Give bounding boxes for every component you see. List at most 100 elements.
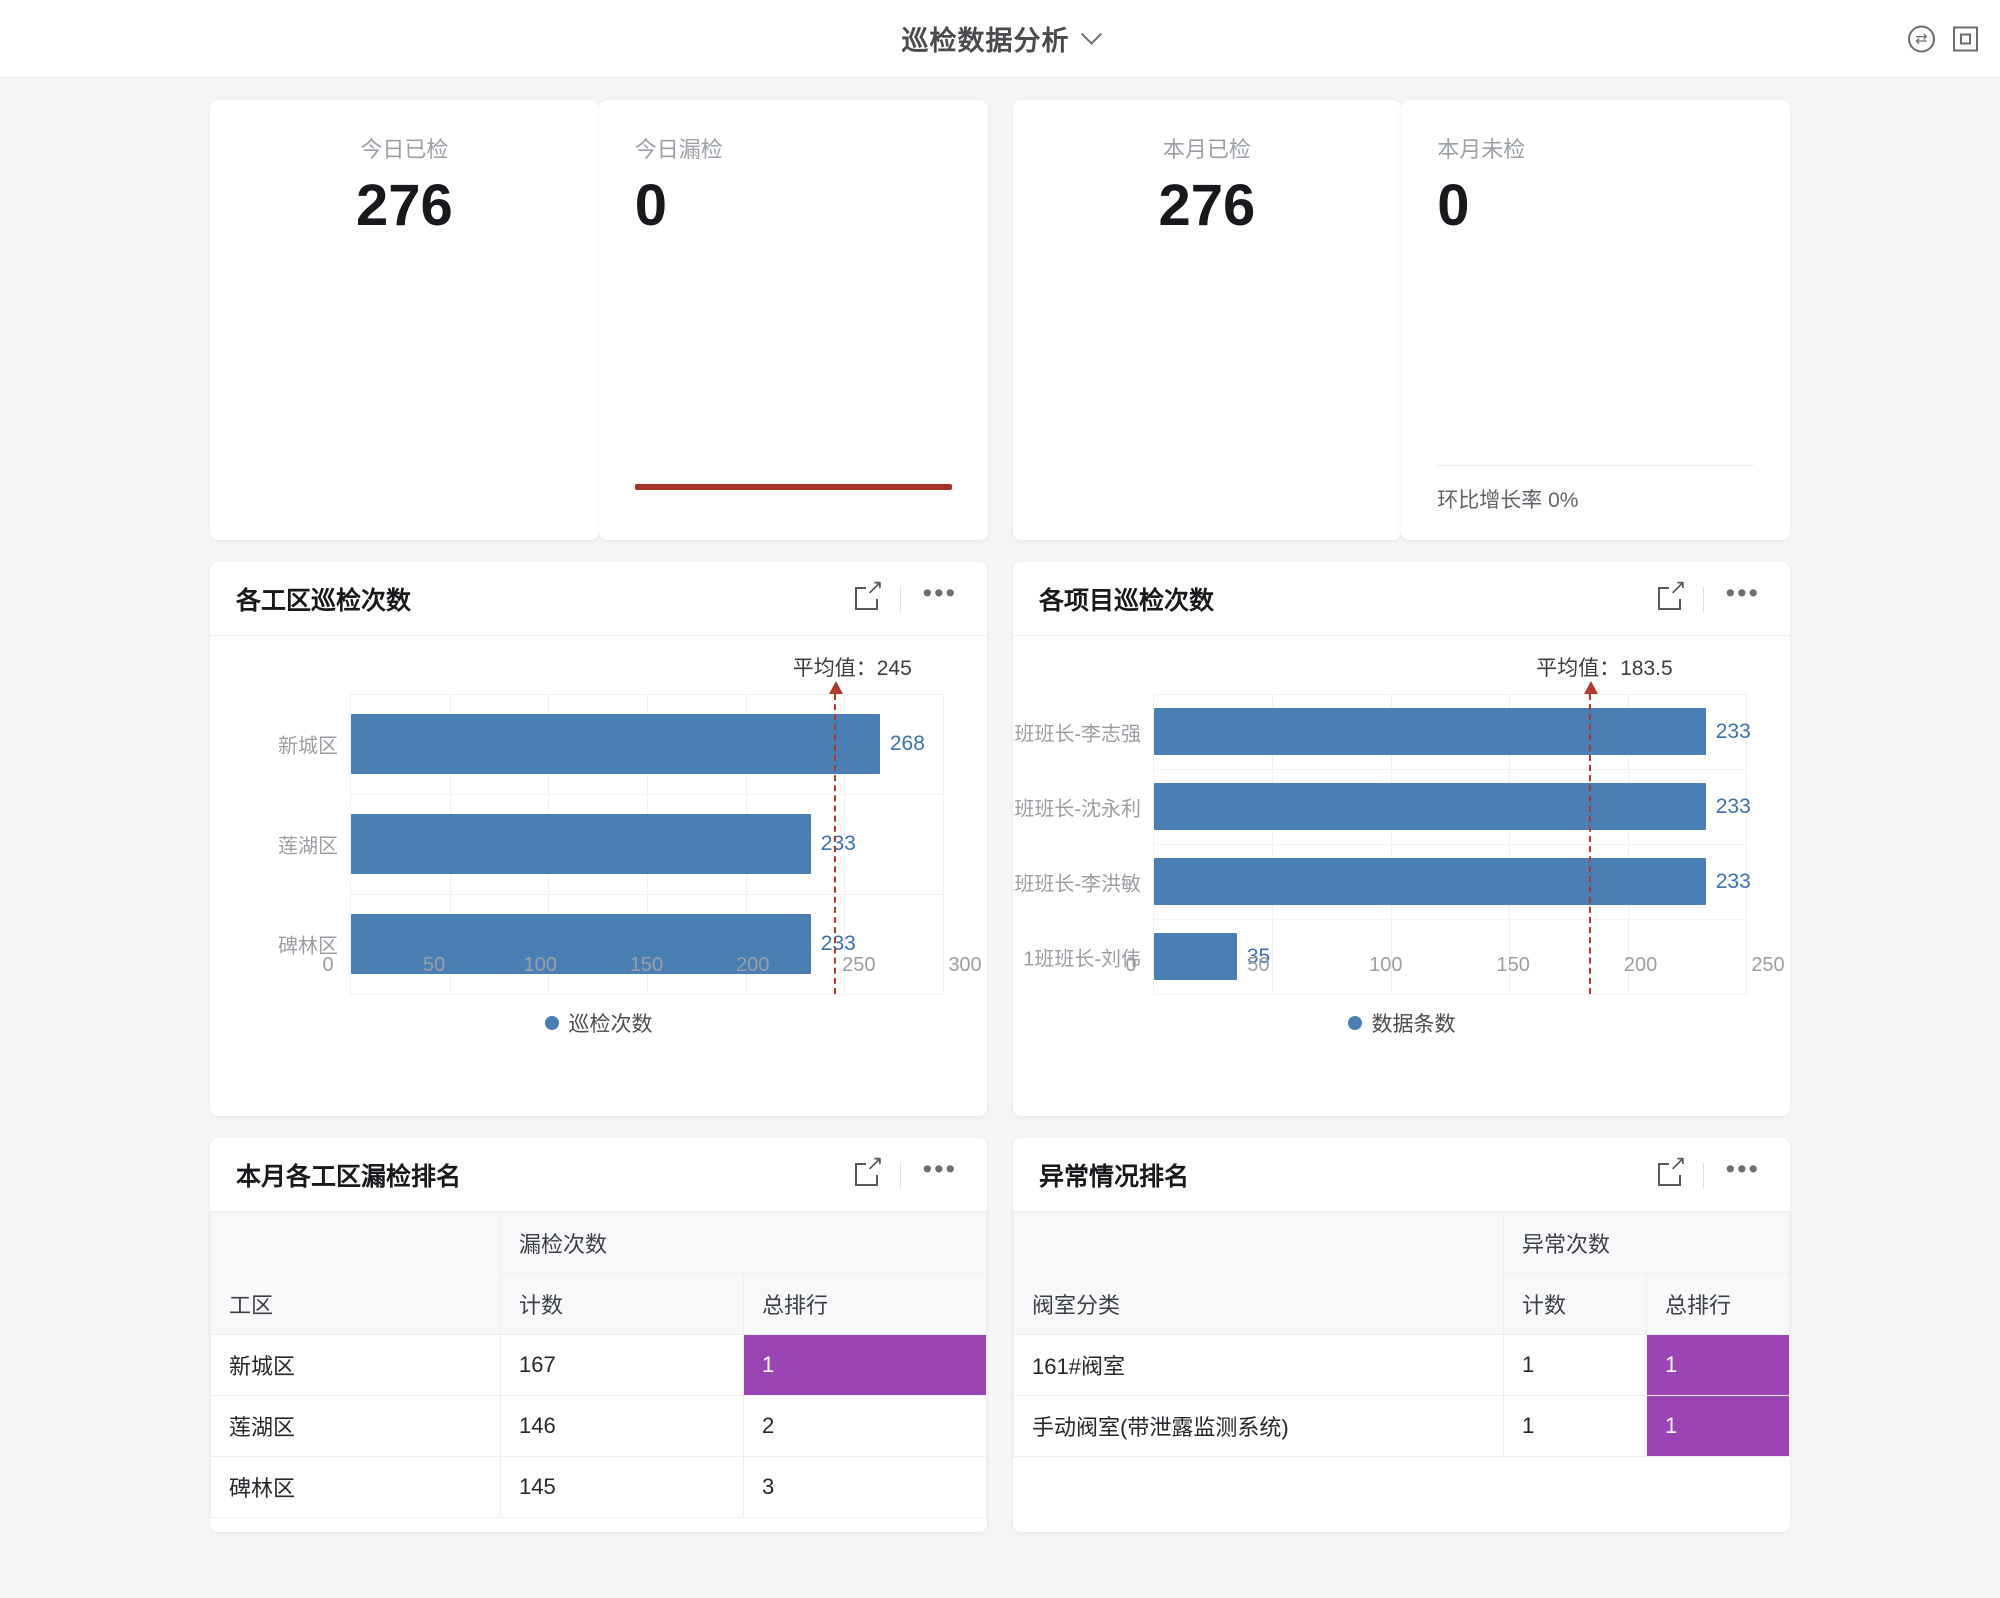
table-scroll-area[interactable]: 阀室分类 异常次数 计数 总排行 161#阀室 1 1 手动阀室(带泄露监测系统) 1 1 [1013,1212,1790,1532]
chart-workzone[interactable]: 平均值：245 268 233 233 新城区 莲湖区 碑林区 0 50 100 150 200 250… [210,636,987,1116]
panel-gap [987,1138,1013,1532]
chart-bar[interactable] [351,814,811,874]
col-header-count[interactable]: 计数 [1503,1273,1647,1335]
panel-abnormal-table: 异常情况排名 ••• 阀室分类 异常次数 计数 [1013,1138,1790,1532]
col-group-header-abnormal-count[interactable]: 异常次数 [1503,1212,1790,1274]
chart-average-line [1583,681,1598,994]
external-link-icon[interactable] [1657,1153,1687,1186]
grid-line-h [351,894,943,895]
square-stop-icon[interactable] [1953,26,1978,51]
dashboard-body: 今日已检 276 今日漏检 0 本月已检 276 本月未检 0 环比增长率 0% [0,78,2000,1532]
grid-line [943,694,944,994]
chart-average-label: 平均值：245 [792,657,912,680]
table-filler-row [1013,1456,1790,1519]
kpi-card-today-missed[interactable]: 今日漏检 0 [598,100,988,540]
panel-title: 各工区巡检次数 [236,586,412,615]
chart-category-label: 1班班长-李洪敏 [1013,873,1141,895]
more-dots-icon[interactable]: ••• [1725,577,1760,608]
filler-cell [1013,1456,1790,1519]
kpi-label: 今日漏检 [634,137,723,162]
col-header-count[interactable]: 计数 [500,1273,744,1335]
divider [899,585,901,612]
external-link-icon[interactable] [1657,577,1687,610]
chart-average-arrow-icon [829,681,844,694]
external-link-icon[interactable] [854,577,884,610]
chart-category-axis: 新城区 莲湖区 碑林区 [232,694,350,994]
divider [899,1161,901,1188]
cell-name: 莲湖区 [210,1395,501,1457]
panel-header: 异常情况排名 ••• [1013,1138,1790,1212]
chart-legend[interactable]: 巡检次数 [210,1008,987,1038]
divider [1702,1161,1704,1188]
table-body: 新城区 167 1 莲湖区 146 2 碑林区 145 3 [210,1334,987,1532]
chart-x-tick: 150 [1496,954,1530,976]
grid-line-h [1154,919,1746,920]
panel-gap [987,562,1013,1116]
chart-bar[interactable] [1154,933,1237,980]
chart-bar[interactable] [351,714,880,774]
chart-average-arrow-icon [1583,681,1598,694]
divider [1702,585,1704,612]
cell-name: 手动阀室(带泄露监测系统) [1013,1395,1504,1457]
chevron-down-icon[interactable] [1080,23,1102,45]
kpi-group-today: 今日已检 276 今日漏检 0 [210,100,988,540]
chart-category-axis: 2班班长-李志强 1班班长-沈永利 1班班长-李洪敏 1班班长-刘伟 [1013,694,1153,994]
chart-bar[interactable] [1154,783,1706,830]
filler-cell [210,1517,987,1532]
more-dots-icon[interactable]: ••• [922,1153,957,1184]
table-row[interactable]: 新城区 167 1 [210,1334,987,1396]
table-row[interactable]: 莲湖区 146 2 [210,1395,987,1457]
refresh-circle-icon[interactable]: ⇄ [1908,25,1935,52]
grid-line [844,694,846,994]
chart-project[interactable]: 平均值：183.5 233 233 233 35 2班班长-李志强 1班班长-沈永利 1班班长… [1013,636,1790,1116]
chart-bar[interactable] [1154,858,1706,905]
cell-name: 新城区 [210,1334,501,1396]
chart-bar-value: 233 [820,932,856,955]
table-row[interactable]: 手动阀室(带泄露监测系统) 1 1 [1013,1395,1790,1457]
grid-line-h [351,794,943,795]
chart-bar[interactable] [1154,708,1706,755]
col-header-rank[interactable]: 总排行 [743,1273,987,1335]
spacer [1437,237,1754,465]
table-scroll-area[interactable]: 工区 漏检次数 计数 总排行 新城区 167 1 莲湖区 146 2 碑林区 145 3 [210,1212,987,1532]
more-dots-icon[interactable]: ••• [1725,1153,1760,1184]
table-filler-row [210,1517,987,1532]
table-header-row-2: 计数 总排行 [1014,1273,1790,1335]
external-link-icon[interactable] [854,1153,884,1186]
chart-x-tick: 300 [948,954,982,976]
table-row[interactable]: 161#阀室 1 1 [1013,1334,1790,1396]
chart-x-axis: 0 50 100 150 200 250 [1125,954,1784,984]
chart-bar[interactable] [351,914,811,974]
chart-category-label: 1班班长-刘伟 [1023,948,1141,970]
chart-bar-value: 268 [889,732,925,755]
kpi-footnote: 环比增长率 0% [1437,465,1754,514]
kpi-label: 本月未检 [1437,137,1526,162]
missed-ranking-table: 工区 漏检次数 计数 总排行 新城区 167 1 莲湖区 146 2 碑林区 145 3 [210,1212,987,1532]
col-header-rank[interactable]: 总排行 [1646,1273,1790,1335]
grid-line-h [1154,844,1746,845]
col-group-header-missed-count[interactable]: 漏检次数 [500,1212,987,1274]
col-header-valve-category[interactable]: 阀室分类 [1013,1212,1504,1335]
page-title: 巡检数据分析 [901,26,1070,56]
chart-average-line [829,681,844,994]
chart-legend[interactable]: 数据条数 [1013,1008,1790,1038]
kpi-card-month-checked[interactable]: 本月已检 276 [1012,100,1402,540]
more-dots-icon[interactable]: ••• [922,577,957,608]
kpi-card-month-unchecked[interactable]: 本月未检 0 环比增长率 0% [1401,100,1790,540]
kpi-value: 0 [1437,173,1470,238]
col-header-workzone[interactable]: 工区 [210,1212,501,1335]
page-title-dropdown[interactable]: 巡检数据分析 [901,19,1102,58]
cell-rank: 3 [743,1456,987,1518]
grid-line [1746,694,1747,994]
cell-count: 167 [500,1334,744,1396]
table-row[interactable]: 碑林区 145 3 [210,1456,987,1518]
kpi-card-today-checked[interactable]: 今日已检 276 [210,100,599,540]
chart-x-tick: 250 [842,954,876,976]
panel-header: 各工区巡检次数 ••• [210,562,987,636]
panel-header-tools: ••• [854,577,957,612]
chart-category-label: 2班班长-李志强 [1013,723,1141,745]
chart-x-tick: 150 [629,954,664,976]
kpi-group-month: 本月已检 276 本月未检 0 环比增长率 0% [1012,100,1790,540]
table-header-row-1: 工区 漏检次数 [210,1212,987,1335]
legend-marker-icon [1347,1016,1362,1030]
